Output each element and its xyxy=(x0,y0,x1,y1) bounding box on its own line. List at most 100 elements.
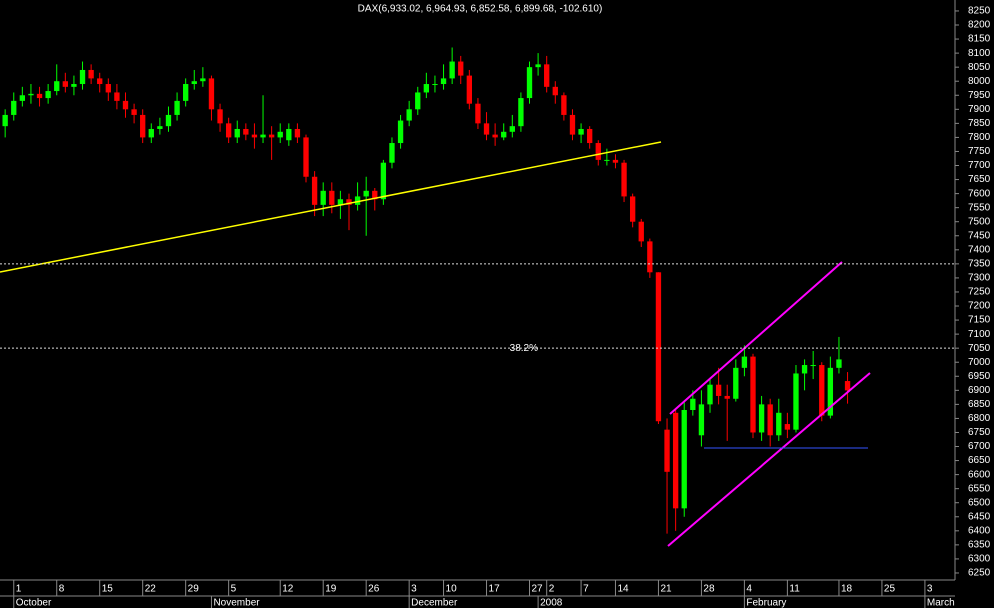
y-tick-label: 6900 xyxy=(968,385,991,396)
yellow-trendline xyxy=(0,141,662,273)
y-tick-label: 6400 xyxy=(968,525,991,536)
month-label: December xyxy=(411,598,458,608)
y-tick-label: 7250 xyxy=(968,287,991,298)
candle-body xyxy=(741,356,748,368)
y-tick-label: 7900 xyxy=(968,104,991,115)
y-tick-label: 6250 xyxy=(968,568,991,579)
candle-body xyxy=(415,92,421,110)
candle-body xyxy=(88,69,94,79)
candle-body xyxy=(836,359,842,368)
candle-body xyxy=(612,159,619,163)
candle-body xyxy=(423,84,430,93)
candle-body xyxy=(690,398,696,410)
candle-body xyxy=(372,190,378,200)
candle-body xyxy=(587,128,593,144)
candle-body xyxy=(389,143,395,163)
candle-body xyxy=(492,134,498,138)
x-tick-label: 22 xyxy=(145,584,157,595)
candle-body xyxy=(733,367,739,399)
candle-body xyxy=(707,384,713,405)
candle-body xyxy=(303,137,309,177)
candle-body xyxy=(776,412,782,436)
candle-body xyxy=(672,412,679,509)
candle-body xyxy=(784,424,791,430)
candle-body xyxy=(715,384,722,396)
x-tick-label: 14 xyxy=(617,584,629,595)
y-tick-label: 7450 xyxy=(968,230,991,241)
candle-body xyxy=(518,98,524,127)
y-tick-label: 8000 xyxy=(968,76,991,87)
candle-body xyxy=(664,429,670,472)
y-tick-label: 6550 xyxy=(968,483,991,494)
x-tick-label: 17 xyxy=(489,584,501,595)
candle-body xyxy=(62,81,68,87)
x-tick-label: 3 xyxy=(411,584,417,595)
x-tick-label: 21 xyxy=(660,584,672,595)
candle-body xyxy=(827,367,834,416)
candle-body xyxy=(844,381,851,391)
level-label: 38.2% xyxy=(510,343,538,354)
candle-body xyxy=(71,84,77,87)
y-tick-label: 7400 xyxy=(968,244,991,255)
candle-body xyxy=(621,162,627,197)
candle-body xyxy=(28,93,34,96)
candle-body xyxy=(544,64,550,87)
candle-body xyxy=(501,131,507,138)
y-tick-label: 7700 xyxy=(968,160,991,171)
candle-body xyxy=(320,190,326,205)
y-tick-label: 6800 xyxy=(968,413,991,424)
candle-body xyxy=(449,61,455,79)
candle-body xyxy=(286,128,292,141)
candle-body xyxy=(268,134,275,138)
y-tick-label: 7200 xyxy=(968,301,991,312)
candle-body xyxy=(191,81,197,85)
candle-body xyxy=(535,64,541,68)
candle-body xyxy=(552,86,558,96)
candle-body xyxy=(354,196,361,205)
candle-body xyxy=(458,61,464,76)
candle-body xyxy=(277,131,283,138)
candle-body xyxy=(337,199,344,205)
x-tick-label: 5 xyxy=(231,584,237,595)
candle-body xyxy=(638,221,644,242)
candle-body xyxy=(234,128,240,138)
candle-body xyxy=(569,114,576,135)
candle-body xyxy=(346,199,352,205)
candle-body xyxy=(251,134,258,138)
y-tick-label: 6700 xyxy=(968,441,991,452)
candle-body xyxy=(750,356,756,433)
candle-body xyxy=(165,114,172,127)
candle-body xyxy=(681,409,687,509)
x-tick-label: 12 xyxy=(282,584,294,595)
candle-body xyxy=(2,114,8,127)
month-label: March xyxy=(927,598,955,608)
candle-body xyxy=(183,84,189,101)
y-tick-label: 8250 xyxy=(968,6,991,17)
x-tick-label: 8 xyxy=(59,584,65,595)
plot-area xyxy=(2,47,851,534)
y-tick-label: 6950 xyxy=(968,371,991,382)
candle-body xyxy=(655,272,662,422)
y-tick-label: 7600 xyxy=(968,188,991,199)
y-tick-label: 6350 xyxy=(968,540,991,551)
y-tick-label: 7100 xyxy=(968,329,991,340)
x-tick-label: 1 xyxy=(16,584,22,595)
candle-body xyxy=(801,365,808,374)
y-tick-label: 6500 xyxy=(968,497,991,508)
candle-body xyxy=(36,93,43,99)
candle-body xyxy=(466,75,472,104)
x-tick-label: 11 xyxy=(789,584,800,595)
candle-body xyxy=(11,100,17,115)
candle-body xyxy=(174,100,180,115)
channel-upper xyxy=(669,261,843,415)
y-tick-label: 6450 xyxy=(968,511,991,522)
y-tick-label: 7300 xyxy=(968,273,991,284)
y-tick-label: 8050 xyxy=(968,62,991,73)
x-tick-label: 7 xyxy=(583,584,589,595)
candle-body xyxy=(363,190,369,197)
y-tick-label: 7500 xyxy=(968,216,991,227)
y-tick-label: 7150 xyxy=(968,315,991,326)
y-tick-label: 7050 xyxy=(968,343,991,354)
x-tick-label: 10 xyxy=(446,584,458,595)
